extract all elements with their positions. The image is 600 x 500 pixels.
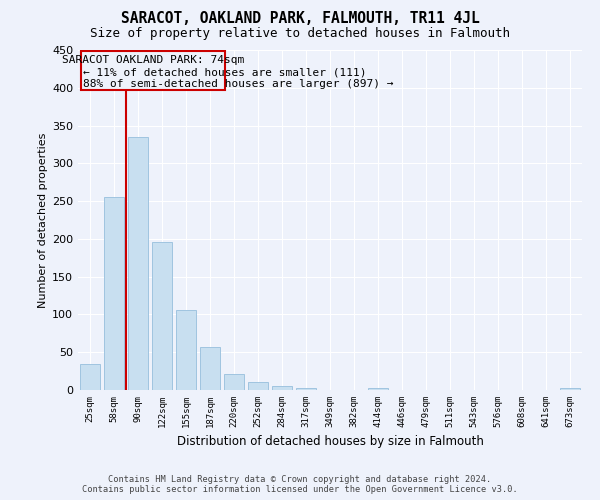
Bar: [80, 364, 100, 390]
Bar: [152, 242, 172, 390]
Bar: [81, 51, 225, 90]
Text: Contains HM Land Registry data © Crown copyright and database right 2024.
Contai: Contains HM Land Registry data © Crown c…: [82, 474, 518, 494]
Text: SARACOT, OAKLAND PARK, FALMOUTH, TR11 4JL: SARACOT, OAKLAND PARK, FALMOUTH, TR11 4J…: [121, 11, 479, 26]
Text: Size of property relative to detached houses in Falmouth: Size of property relative to detached ho…: [90, 28, 510, 40]
Text: 88% of semi-detached houses are larger (897) →: 88% of semi-detached houses are larger (…: [83, 78, 394, 88]
Bar: [368, 388, 388, 390]
Bar: [272, 386, 292, 390]
Text: ← 11% of detached houses are smaller (111): ← 11% of detached houses are smaller (11…: [83, 68, 367, 78]
Bar: [200, 347, 220, 390]
Text: SARACOT OAKLAND PARK: 74sqm: SARACOT OAKLAND PARK: 74sqm: [62, 54, 244, 64]
Bar: [176, 310, 196, 390]
Y-axis label: Number of detached properties: Number of detached properties: [38, 132, 48, 308]
Bar: [296, 388, 316, 390]
Bar: [104, 198, 124, 390]
Bar: [224, 374, 244, 390]
Bar: [128, 137, 148, 390]
Bar: [560, 388, 580, 390]
Bar: [248, 382, 268, 390]
X-axis label: Distribution of detached houses by size in Falmouth: Distribution of detached houses by size …: [176, 436, 484, 448]
